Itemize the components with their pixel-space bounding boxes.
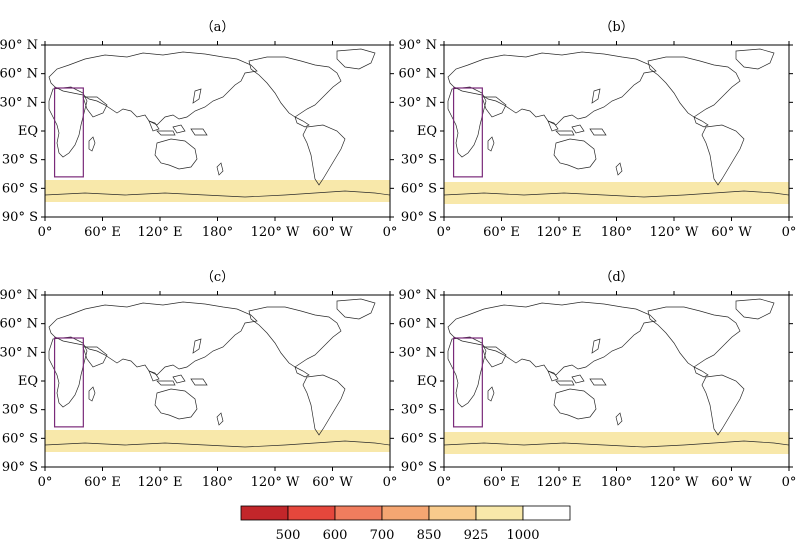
lon-label: 120° W (251, 475, 300, 490)
lon-label: 180° (601, 475, 632, 490)
lon-label: 0° (437, 225, 452, 240)
colorbar-level-label: 500 (276, 528, 301, 543)
lat-label: 30° S (401, 153, 437, 168)
antarctic-band (45, 430, 390, 452)
lon-label: 0° (38, 475, 53, 490)
lon-label: 0° (782, 475, 797, 490)
study-region-box (53, 337, 84, 428)
lat-label: EQ (417, 124, 437, 139)
lon-label: 0° (383, 475, 398, 490)
lat-label: 60° N (398, 317, 437, 332)
lat-label: 30° N (0, 95, 38, 110)
colorbar-swatch (428, 505, 477, 521)
lat-label: 90° S (2, 460, 38, 475)
panel-title: （b） (599, 20, 633, 35)
lat-label: EQ (18, 374, 38, 389)
lat-label: 90° N (398, 288, 437, 303)
colorbar-level-label: 600 (323, 528, 348, 543)
lon-label: 120° E (537, 225, 582, 240)
lon-label: 60° W (312, 225, 353, 240)
lon-label: 120° W (251, 225, 300, 240)
lat-label: 90° S (401, 460, 437, 475)
antarctic-band (444, 182, 789, 204)
lat-label: 60° N (0, 67, 38, 82)
lat-label: 60° S (2, 431, 38, 446)
colorbar-level-label: 850 (417, 528, 442, 543)
lon-label: 0° (383, 225, 398, 240)
colorbar-level-label: 1000 (506, 528, 539, 543)
lat-label: 60° N (0, 317, 38, 332)
lon-label: 180° (202, 475, 233, 490)
lat-label: 60° S (401, 181, 437, 196)
lon-label: 120° E (138, 475, 183, 490)
panel-title: （a） (201, 20, 235, 35)
lon-label: 60° E (483, 475, 520, 490)
panel-title: （c） (201, 270, 234, 285)
lon-label: 0° (437, 475, 452, 490)
colorbar-swatch (381, 505, 430, 521)
colorbar: 500 600 700 850 925 1000 (240, 505, 571, 543)
study-region-box (452, 337, 483, 428)
lon-label: 120° W (650, 475, 699, 490)
lat-label: 90° S (401, 210, 437, 225)
lon-label: 60° W (711, 475, 752, 490)
colorbar-swatch (334, 505, 383, 521)
lon-label: 180° (202, 225, 233, 240)
study-region-box (452, 87, 483, 178)
colorbar-level-label: 925 (464, 528, 489, 543)
colorbar-swatch (475, 505, 524, 521)
lat-label: 90° N (0, 38, 38, 53)
lat-label: EQ (18, 124, 38, 139)
colorbar-swatch (522, 505, 571, 521)
lat-label: 30° S (2, 153, 38, 168)
panel-title: （d） (599, 270, 633, 285)
lon-label: 120° E (537, 475, 582, 490)
lat-label: 90° N (0, 288, 38, 303)
lat-label: EQ (417, 374, 437, 389)
colorbar-level-label: 700 (370, 528, 395, 543)
lon-label: 60° W (711, 225, 752, 240)
lon-label: 0° (782, 225, 797, 240)
colorbar-swatch (240, 505, 289, 521)
lat-label: 60° S (2, 181, 38, 196)
antarctic-band (444, 432, 789, 454)
lon-label: 120° E (138, 225, 183, 240)
lon-label: 60° E (84, 225, 121, 240)
lat-label: 30° N (398, 345, 437, 360)
lon-label: 0° (38, 225, 53, 240)
lat-label: 30° N (398, 95, 437, 110)
lat-label: 60° N (398, 67, 437, 82)
lon-label: 60° E (84, 475, 121, 490)
lat-label: 30° N (0, 345, 38, 360)
lat-label: 90° N (398, 38, 437, 53)
lat-label: 90° S (2, 210, 38, 225)
study-region-box (53, 87, 84, 178)
lon-label: 120° W (650, 225, 699, 240)
colorbar-swatch (287, 505, 336, 521)
lon-label: 60° W (312, 475, 353, 490)
lon-label: 180° (601, 225, 632, 240)
lat-label: 30° S (401, 403, 437, 418)
lon-label: 60° E (483, 225, 520, 240)
lat-label: 30° S (2, 403, 38, 418)
lat-label: 60° S (401, 431, 437, 446)
antarctic-band (45, 180, 390, 202)
